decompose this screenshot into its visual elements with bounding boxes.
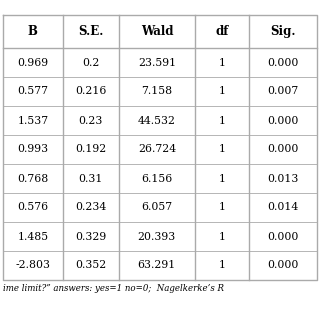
- Text: 20.393: 20.393: [138, 231, 176, 242]
- Text: 0.969: 0.969: [17, 58, 48, 68]
- Text: 0.993: 0.993: [17, 145, 48, 155]
- Text: 44.532: 44.532: [138, 116, 176, 125]
- Text: 1: 1: [219, 173, 226, 183]
- Text: 0.577: 0.577: [17, 86, 48, 97]
- Text: 1: 1: [219, 145, 226, 155]
- Text: -2.803: -2.803: [15, 260, 50, 270]
- Text: 0.216: 0.216: [75, 86, 107, 97]
- Text: 1: 1: [219, 203, 226, 212]
- Text: 0.000: 0.000: [268, 58, 299, 68]
- Text: 63.291: 63.291: [138, 260, 176, 270]
- Text: df: df: [215, 25, 229, 38]
- Text: 23.591: 23.591: [138, 58, 176, 68]
- Text: 1: 1: [219, 86, 226, 97]
- Text: Wald: Wald: [140, 25, 173, 38]
- Text: 1: 1: [219, 58, 226, 68]
- Text: 0.000: 0.000: [268, 145, 299, 155]
- Text: 0.013: 0.013: [268, 173, 299, 183]
- Text: 1: 1: [219, 116, 226, 125]
- Text: 0.576: 0.576: [17, 203, 48, 212]
- Text: 0.352: 0.352: [75, 260, 107, 270]
- Text: 0.014: 0.014: [268, 203, 299, 212]
- Text: 26.724: 26.724: [138, 145, 176, 155]
- Text: Sig.: Sig.: [270, 25, 296, 38]
- Text: 1.537: 1.537: [17, 116, 48, 125]
- Text: 1.485: 1.485: [17, 231, 48, 242]
- Text: 6.156: 6.156: [141, 173, 172, 183]
- Text: 1: 1: [219, 260, 226, 270]
- Text: 6.057: 6.057: [141, 203, 172, 212]
- Text: 0.000: 0.000: [268, 231, 299, 242]
- Text: 0.768: 0.768: [17, 173, 48, 183]
- Text: 0.2: 0.2: [82, 58, 100, 68]
- Text: 0.192: 0.192: [75, 145, 107, 155]
- Text: 7.158: 7.158: [141, 86, 172, 97]
- Text: 0.329: 0.329: [75, 231, 107, 242]
- Text: 0.23: 0.23: [79, 116, 103, 125]
- Text: 0.234: 0.234: [75, 203, 107, 212]
- Text: 0.007: 0.007: [268, 86, 299, 97]
- Text: 0.000: 0.000: [268, 260, 299, 270]
- Text: B: B: [28, 25, 38, 38]
- Text: 1: 1: [219, 231, 226, 242]
- Text: 0.000: 0.000: [268, 116, 299, 125]
- Text: ime limit?” answers: yes=1 no=0;  Nagelkerke’s R: ime limit?” answers: yes=1 no=0; Nagelke…: [3, 284, 224, 293]
- Text: 0.31: 0.31: [79, 173, 103, 183]
- Text: S.E.: S.E.: [78, 25, 104, 38]
